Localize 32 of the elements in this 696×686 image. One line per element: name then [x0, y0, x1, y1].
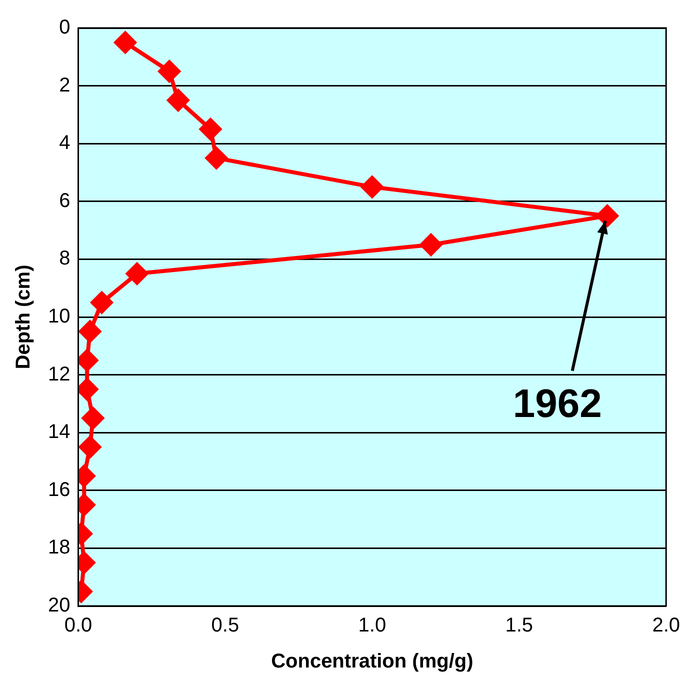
x-axis-title: Concentration (mg/g)	[271, 650, 474, 673]
y-tick-label: 4	[59, 132, 70, 154]
x-tick-label: 0.5	[211, 614, 240, 637]
y-tick-label: 18	[48, 536, 70, 559]
point	[361, 176, 384, 198]
y-tick-label: 12	[48, 363, 70, 386]
point	[596, 204, 618, 227]
point	[158, 60, 180, 82]
point	[79, 320, 102, 342]
y-tick-label: 8	[59, 248, 70, 270]
point	[82, 407, 104, 430]
y-tick-label: 0	[59, 16, 70, 39]
point	[420, 234, 442, 256]
point	[90, 292, 113, 314]
x-tick-label: 2.0	[652, 614, 680, 637]
x-tick-label: 1.5	[505, 614, 534, 637]
point	[205, 147, 228, 170]
y-axis-title: Depth (cm)	[12, 264, 35, 370]
y-tick-label: 16	[48, 478, 70, 501]
x-tick-label: 1.0	[358, 614, 386, 637]
point	[114, 31, 136, 54]
point	[200, 118, 222, 140]
annotation: 1962	[512, 382, 602, 426]
y-tick-label: 10	[48, 306, 70, 328]
point	[167, 89, 190, 112]
y-tick-label: 14	[48, 421, 70, 444]
x-tick-label: 0.0	[64, 614, 92, 637]
point	[126, 262, 148, 285]
y-tick-label: 6	[59, 190, 70, 212]
y-tick-label: 20	[48, 594, 70, 617]
y-tick-label: 2	[59, 74, 70, 96]
point	[79, 436, 102, 458]
